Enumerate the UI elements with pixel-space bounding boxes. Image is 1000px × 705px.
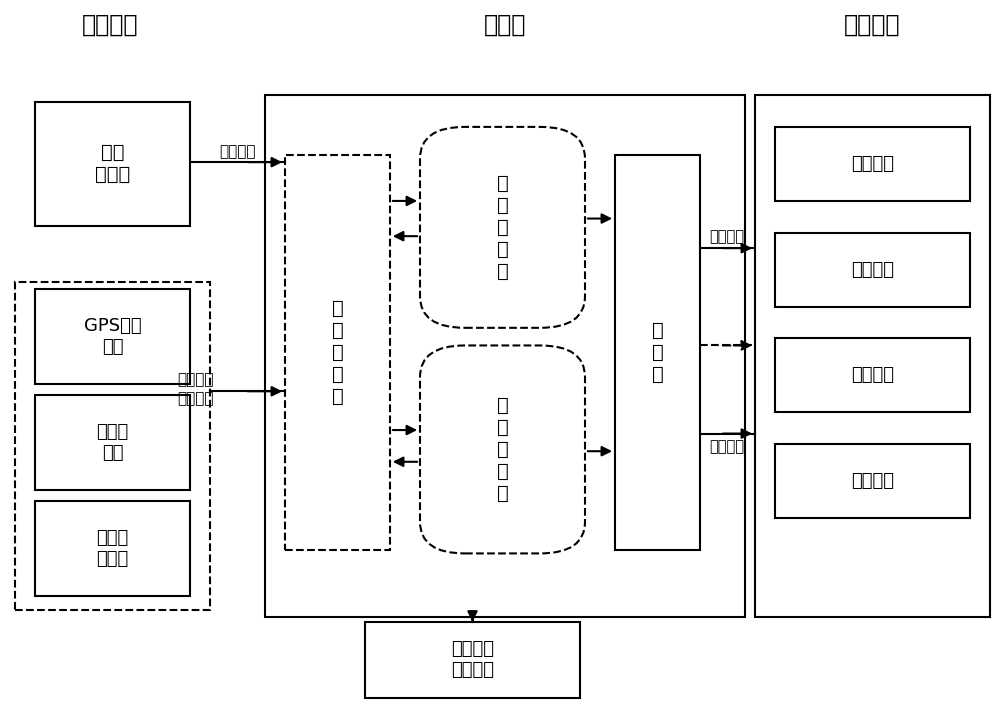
FancyBboxPatch shape bbox=[15, 282, 210, 610]
Text: 纵
向
控
制
器: 纵 向 控 制 器 bbox=[497, 396, 508, 503]
Text: 位置、速: 位置、速 bbox=[177, 372, 213, 387]
Text: 轨迹
生成器: 轨迹 生成器 bbox=[95, 143, 130, 185]
FancyBboxPatch shape bbox=[775, 127, 970, 201]
Text: 轨
迹
跟
踪
器: 轨 迹 跟 踪 器 bbox=[332, 299, 343, 406]
FancyBboxPatch shape bbox=[35, 289, 190, 384]
Text: 轮速传
感器: 轮速传 感器 bbox=[96, 423, 129, 462]
FancyBboxPatch shape bbox=[35, 395, 190, 490]
FancyBboxPatch shape bbox=[35, 102, 190, 226]
FancyBboxPatch shape bbox=[420, 127, 585, 328]
Text: 档位控制: 档位控制 bbox=[851, 472, 894, 490]
Text: 其他感
知设备: 其他感 知设备 bbox=[96, 529, 129, 568]
Text: 油门控制: 油门控制 bbox=[851, 261, 894, 278]
Text: 轨迹输入: 轨迹输入 bbox=[219, 144, 255, 159]
Text: 基本输入: 基本输入 bbox=[82, 13, 138, 37]
FancyBboxPatch shape bbox=[365, 622, 580, 698]
FancyBboxPatch shape bbox=[285, 155, 390, 550]
Text: 基本输出: 基本输出 bbox=[844, 13, 900, 37]
FancyBboxPatch shape bbox=[265, 95, 745, 617]
Text: 度等输入: 度等输入 bbox=[177, 391, 213, 406]
Text: 控制器: 控制器 bbox=[484, 13, 526, 37]
FancyBboxPatch shape bbox=[775, 444, 970, 518]
Text: 方向控制: 方向控制 bbox=[710, 229, 744, 245]
Text: GPS接收
设备: GPS接收 设备 bbox=[84, 317, 141, 356]
Text: 车速控制: 车速控制 bbox=[710, 439, 744, 454]
FancyBboxPatch shape bbox=[775, 338, 970, 412]
Text: 转向控制: 转向控制 bbox=[851, 155, 894, 173]
Text: 横
向
控
制
器: 横 向 控 制 器 bbox=[497, 174, 508, 281]
FancyBboxPatch shape bbox=[420, 345, 585, 553]
Text: 制动控制: 制动控制 bbox=[851, 367, 894, 384]
Text: 异常情况
报警装置: 异常情况 报警装置 bbox=[451, 640, 494, 680]
FancyBboxPatch shape bbox=[755, 95, 990, 617]
Text: 多
路
器: 多 路 器 bbox=[652, 321, 663, 384]
FancyBboxPatch shape bbox=[35, 501, 190, 596]
FancyBboxPatch shape bbox=[775, 233, 970, 307]
FancyBboxPatch shape bbox=[615, 155, 700, 550]
